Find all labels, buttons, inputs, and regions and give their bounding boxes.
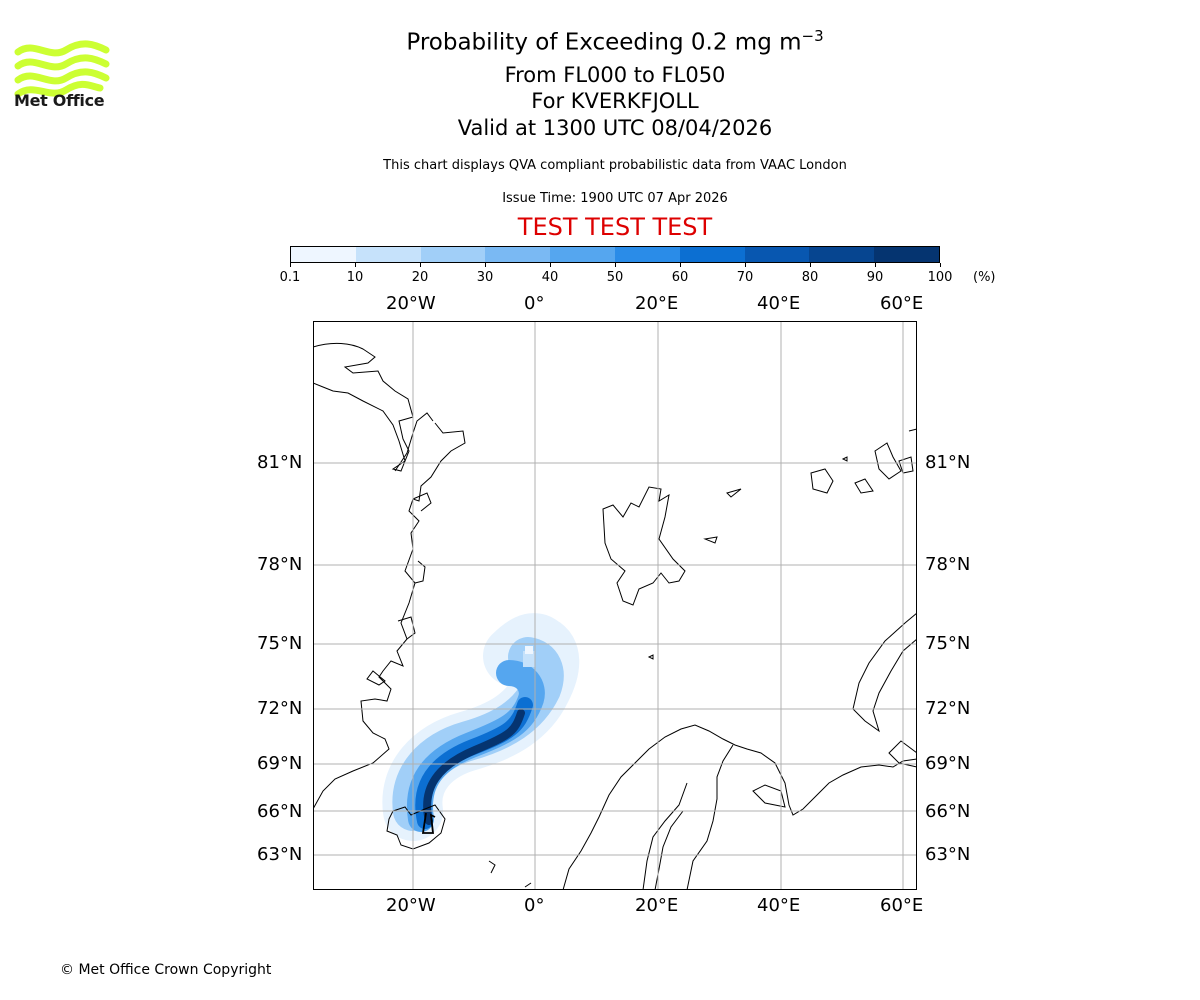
colorbar-segment xyxy=(420,247,486,262)
lon-label-top: 0° xyxy=(524,293,545,314)
colorbar-unit: (%) xyxy=(973,270,996,285)
colorbar-tick xyxy=(745,263,746,267)
lat-label-left: 66°N xyxy=(257,801,303,822)
met-office-logo-icon xyxy=(14,40,110,98)
lat-label-left: 78°N xyxy=(257,554,303,575)
lon-label-bottom: 40°E xyxy=(757,895,801,916)
colorbar-tick xyxy=(810,263,811,267)
map-panel xyxy=(313,321,917,890)
lon-label-top: 60°E xyxy=(880,293,924,314)
lat-label-right: 75°N xyxy=(925,633,971,654)
chart-description: This chart displays QVA compliant probab… xyxy=(383,158,847,173)
colorbar-segment xyxy=(679,247,745,262)
lon-label-top: 20°E xyxy=(635,293,679,314)
colorbar-tick xyxy=(875,263,876,267)
graticule xyxy=(313,321,917,890)
colorbar-segment xyxy=(744,247,810,262)
colorbar-tick-label: 80 xyxy=(801,270,819,285)
colorbar-segment xyxy=(291,247,356,262)
copyright: © Met Office Crown Copyright xyxy=(60,962,272,978)
lon-label-bottom: 20°E xyxy=(635,895,679,916)
met-office-logo-text: Met Office xyxy=(14,91,105,110)
colorbar-segment xyxy=(614,247,680,262)
chart-title: Probability of Exceeding 0.2 mg m−3 xyxy=(406,27,824,56)
lon-label-bottom: 60°E xyxy=(880,895,924,916)
colorbar-tick-label: 30 xyxy=(476,270,494,285)
colorbar-segment xyxy=(809,247,875,262)
lat-label-right: 69°N xyxy=(925,753,971,774)
lat-label-left: 69°N xyxy=(257,753,303,774)
colorbar-tick-label: 50 xyxy=(606,270,624,285)
svalbard-coast xyxy=(602,486,686,606)
lon-label-top: 20°W xyxy=(386,293,436,314)
lat-label-right: 78°N xyxy=(925,554,971,575)
lat-label-right: 72°N xyxy=(925,698,971,719)
colorbar-tick xyxy=(550,263,551,267)
issue-time: Issue Time: 1900 UTC 07 Apr 2026 xyxy=(502,191,728,206)
colorbar-segment xyxy=(485,247,551,262)
colorbar-tick-label: 40 xyxy=(541,270,559,285)
colorbar-tick xyxy=(420,263,421,267)
lon-label-bottom: 0° xyxy=(524,895,545,916)
colorbar-tick-label: 0.1 xyxy=(279,270,301,285)
colorbar-tick xyxy=(615,263,616,267)
colorbar-tick-label: 70 xyxy=(736,270,754,285)
colorbar-segment xyxy=(874,247,939,262)
colorbar-tick xyxy=(485,263,486,267)
colorbar-tick-label: 60 xyxy=(671,270,689,285)
colorbar-tick xyxy=(290,263,291,267)
colorbar-tick-label: 20 xyxy=(411,270,429,285)
lon-label-top: 40°E xyxy=(757,293,801,314)
colorbar-segment xyxy=(355,247,421,262)
kverkfjoll-volcano xyxy=(421,812,436,834)
scandinavia-russia-coast xyxy=(562,724,917,890)
valid-time: Valid at 1300 UTC 08/04/2026 xyxy=(457,116,773,140)
lat-label-left: 72°N xyxy=(257,698,303,719)
franz-josef-land xyxy=(810,468,834,494)
colorbar-tick xyxy=(940,263,941,267)
colorbar-tick-label: 10 xyxy=(346,270,364,285)
test-banner: TEST TEST TEST xyxy=(517,213,713,241)
colorbar-segment xyxy=(550,247,615,262)
colorbar-tick-label: 100 xyxy=(927,270,953,285)
novaya-zemlya xyxy=(852,612,917,733)
colorbar-tick-label: 90 xyxy=(866,270,884,285)
colorbar-tick xyxy=(355,263,356,267)
lat-label-left: 81°N xyxy=(257,452,303,473)
lat-label-left: 75°N xyxy=(257,633,303,654)
map-frame xyxy=(313,321,917,890)
lat-label-right: 81°N xyxy=(925,452,971,473)
lon-label-bottom: 20°W xyxy=(386,895,436,916)
flight-level-range: From FL000 to FL050 xyxy=(504,63,726,87)
lat-label-right: 66°N xyxy=(925,801,971,822)
lat-label-right: 63°N xyxy=(925,844,971,865)
lat-label-left: 63°N xyxy=(257,844,303,865)
colorbar-tick xyxy=(680,263,681,267)
volcano-name: For KVERKFJOLL xyxy=(531,89,699,113)
colorbar xyxy=(290,246,940,263)
